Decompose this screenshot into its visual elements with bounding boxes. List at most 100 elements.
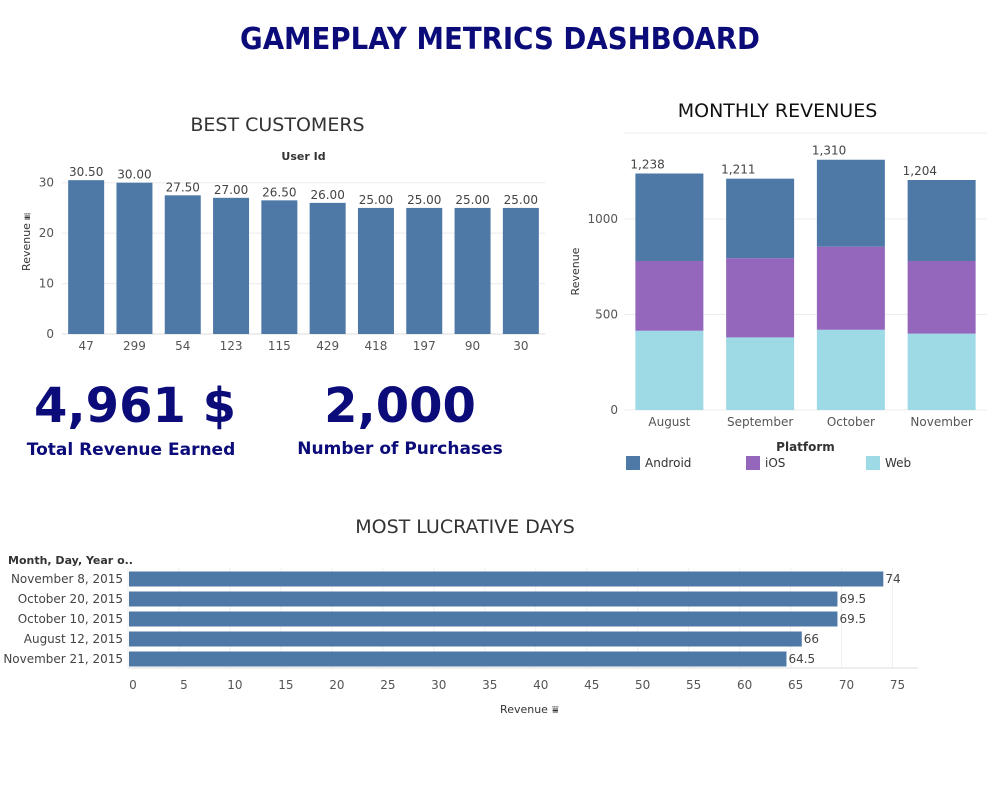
purchases-value: 2,000 (324, 378, 476, 434)
legend-label-web[interactable]: Web (885, 456, 912, 470)
bar-user-30[interactable] (502, 207, 539, 334)
x-tick-label: 197 (413, 339, 436, 353)
dashboard-title: GAMEPLAY METRICS DASHBOARD (240, 22, 760, 57)
platform-legend: Android iOS Web (600, 455, 1000, 477)
bar-user-429[interactable] (309, 202, 346, 334)
column-header-user-id: User Id (281, 150, 325, 163)
best-customers-chart[interactable]: User Id 0 10 20 30 Revenue⩸ 30.50 47 30.00 299 27.… (0, 140, 560, 365)
data-label: 26.00 (310, 188, 344, 202)
x-tick-label: 65 (788, 678, 803, 692)
data-label: 74 (885, 572, 900, 586)
legend-swatch-android[interactable] (626, 456, 640, 470)
bar-android-november[interactable] (907, 179, 976, 261)
bar-user-54[interactable] (164, 195, 201, 334)
legend-swatch-web[interactable] (866, 456, 880, 470)
bar-ios-november[interactable] (907, 260, 976, 334)
y-tick-label: 0 (46, 327, 54, 341)
x-tick-label: 90 (465, 339, 480, 353)
x-tick-label: 30 (513, 339, 528, 353)
data-label: 25.00 (359, 193, 393, 207)
x-tick-label: 299 (123, 339, 146, 353)
x-tick-label: 50 (635, 678, 650, 692)
lucrative-days-chart[interactable]: Month, Day, Year o.. 0 5 10 15 20 25 30 35 40 45 50… (0, 548, 1000, 723)
purchases-label: Number of Purchases (297, 439, 503, 459)
bar-ios-september[interactable] (726, 258, 795, 338)
data-label: 27.00 (214, 183, 248, 197)
row-label: November 21, 2015 (3, 652, 123, 666)
x-tick-label: 20 (329, 678, 344, 692)
bar-user-418[interactable] (357, 207, 394, 334)
y-tick-label: 10 (39, 277, 54, 291)
x-tick-label: 25 (380, 678, 395, 692)
bar-user-115[interactable] (261, 200, 298, 334)
x-tick-label: 30 (431, 678, 446, 692)
lucrative-days-title: MOST LUCRATIVE DAYS (355, 516, 575, 538)
x-tick-label: 45 (584, 678, 599, 692)
bar-ios-august[interactable] (635, 260, 704, 331)
y-axis-label: Revenue (569, 247, 582, 295)
bar-day-1[interactable] (129, 591, 838, 607)
row-label: October 10, 2015 (18, 612, 123, 626)
x-tick-label: 15 (278, 678, 293, 692)
x-tick-label: 35 (482, 678, 497, 692)
best-customers-title: BEST CUSTOMERS (190, 114, 365, 136)
row-label: October 20, 2015 (18, 592, 123, 606)
total-label: 1,204 (903, 164, 937, 178)
bar-android-september[interactable] (726, 178, 795, 259)
bar-user-197[interactable] (406, 207, 443, 334)
legend-label-android[interactable]: Android (645, 456, 692, 470)
data-label: 26.50 (262, 185, 296, 199)
y-tick-label: 0 (610, 403, 618, 417)
bar-web-october[interactable] (816, 329, 885, 410)
bar-web-november[interactable] (907, 333, 976, 410)
x-axis-label: Revenue (500, 703, 548, 716)
sort-icon: ⩸ (552, 703, 559, 716)
data-label: 27.50 (166, 180, 200, 194)
bar-android-october[interactable] (816, 159, 885, 247)
bar-web-september[interactable] (726, 337, 795, 410)
x-tick-label: 47 (79, 339, 94, 353)
bar-day-3[interactable] (129, 631, 802, 647)
bar-day-4[interactable] (129, 651, 787, 667)
total-label: 1,310 (812, 144, 846, 158)
data-label: 25.00 (504, 193, 538, 207)
legend-label-ios[interactable]: iOS (765, 456, 786, 470)
row-label: August 12, 2015 (24, 632, 123, 646)
y-tick-label: 20 (39, 226, 54, 240)
monthly-revenues-chart[interactable]: 0 500 1000 Revenue 1,238 August 1,211 September… (560, 128, 1000, 473)
data-label: 69.5 (839, 592, 866, 606)
bar-user-90[interactable] (454, 207, 491, 334)
x-tick-label: 115 (268, 339, 291, 353)
y-tick-label: 500 (595, 307, 618, 321)
data-label: 25.00 (407, 193, 441, 207)
x-tick-label: 70 (839, 678, 854, 692)
bar-web-august[interactable] (635, 330, 704, 410)
bar-user-123[interactable] (213, 197, 250, 334)
row-header: Month, Day, Year o.. (8, 554, 133, 567)
data-label: 64.5 (788, 652, 815, 666)
total-revenue-value: 4,961 $ (34, 378, 236, 434)
data-label: 69.5 (839, 612, 866, 626)
bar-user-299[interactable] (116, 182, 153, 334)
bar-day-2[interactable] (129, 611, 838, 627)
bar-day-0[interactable] (129, 571, 884, 587)
x-tick-label: 123 (220, 339, 243, 353)
bar-user-47[interactable] (68, 180, 105, 334)
total-revenue-label: Total Revenue Earned (26, 440, 236, 460)
legend-swatch-ios[interactable] (746, 456, 760, 470)
monthly-revenues-title: MONTHLY REVENUES (677, 100, 878, 122)
y-tick-label: 1000 (587, 212, 618, 226)
bar-android-august[interactable] (635, 173, 704, 261)
bar-ios-october[interactable] (816, 246, 885, 330)
x-tick-label: 40 (533, 678, 548, 692)
x-tick-label: 10 (227, 678, 242, 692)
x-tick-label: 60 (737, 678, 752, 692)
x-tick-label: November (910, 415, 972, 429)
x-tick-label: 75 (890, 678, 905, 692)
y-tick-label: 30 (39, 176, 54, 190)
data-label: 66 (804, 632, 819, 646)
total-label: 1,238 (630, 157, 664, 171)
legend-title: Platform (776, 440, 835, 454)
x-tick-label: September (727, 415, 793, 429)
x-tick-label: 418 (364, 339, 387, 353)
